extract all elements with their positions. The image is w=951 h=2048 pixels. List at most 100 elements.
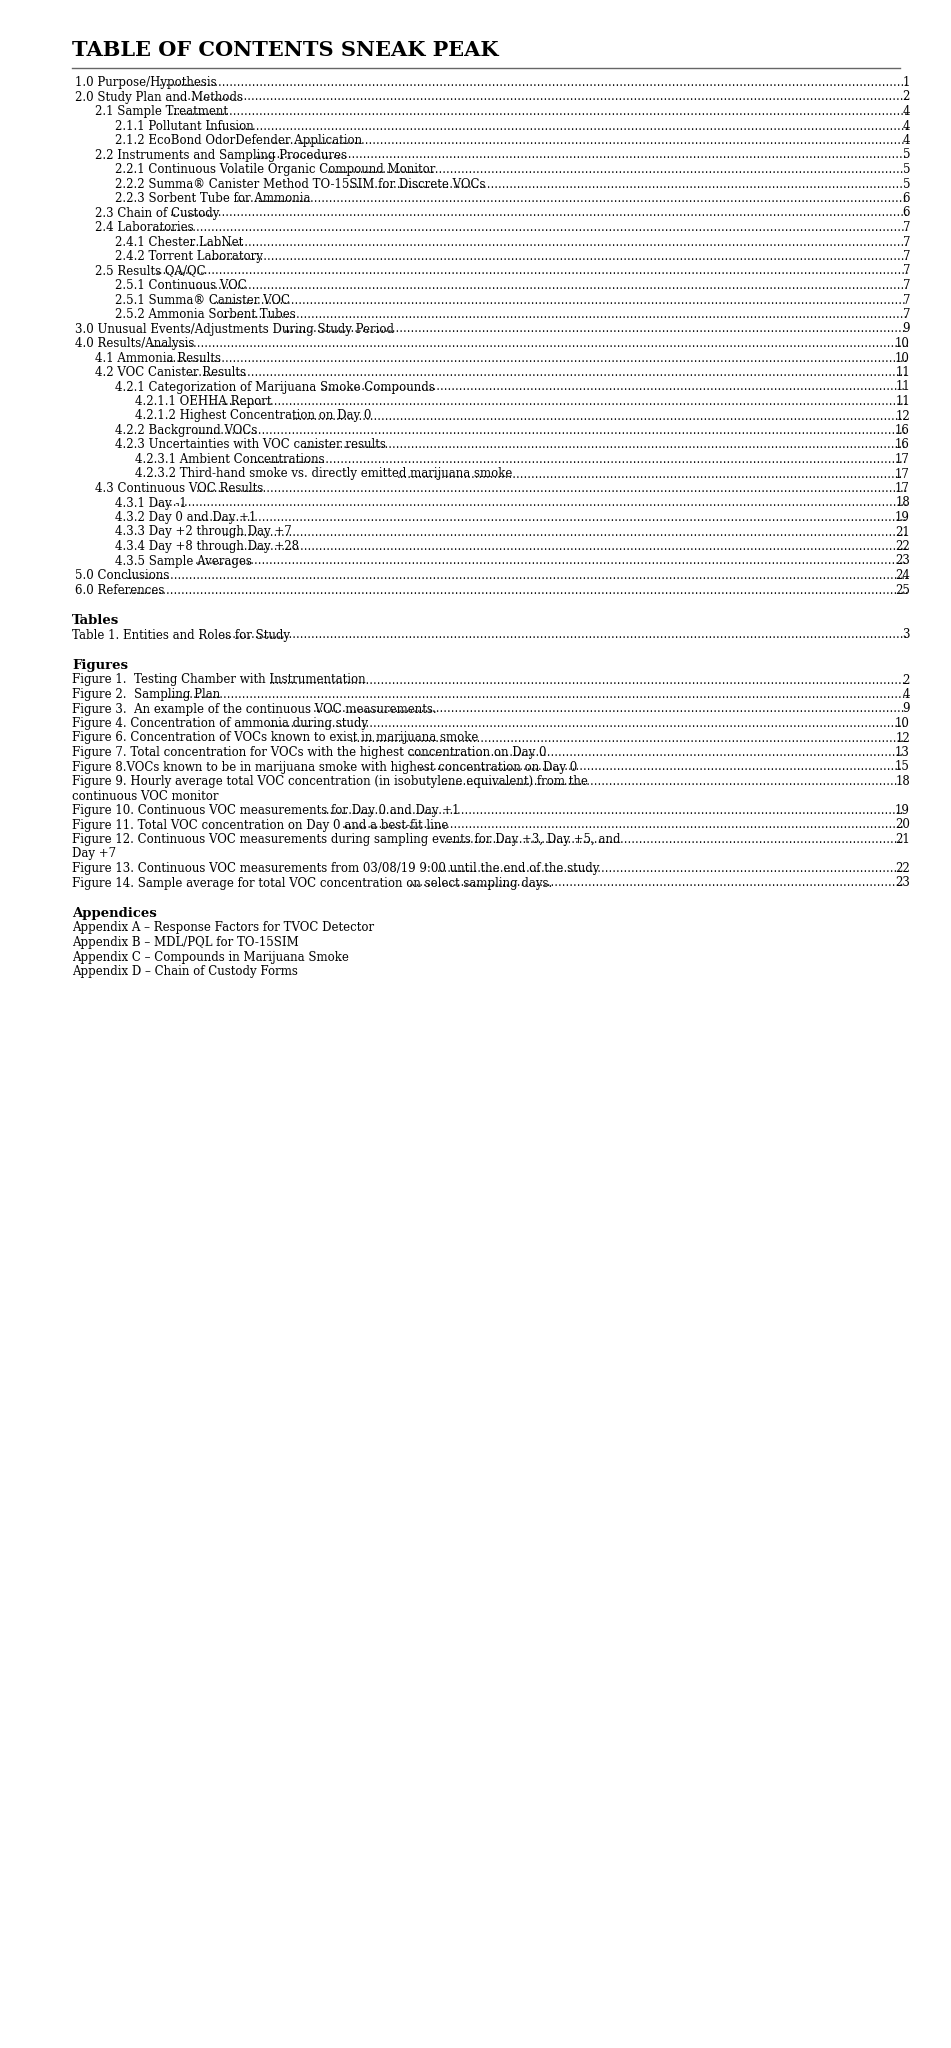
- Text: ................................................................................: ........................................…: [210, 395, 908, 408]
- Text: Appendices: Appendices: [72, 907, 157, 920]
- Text: ................................................................................: ........................................…: [177, 90, 908, 104]
- Text: ................................................................................: ........................................…: [170, 207, 908, 219]
- Text: Figure 9. Hourly average total VOC concentration (in isobutylene equivalent) fro: Figure 9. Hourly average total VOC conce…: [72, 774, 588, 788]
- Text: 1: 1: [902, 76, 910, 88]
- Text: 2.2.2 Summa® Canister Method TO-15SIM for Discrete VOCs: 2.2.2 Summa® Canister Method TO-15SIM fo…: [115, 178, 486, 190]
- Text: ................................................................................: ........................................…: [189, 236, 909, 248]
- Text: 4.2.2 Background VOCs: 4.2.2 Background VOCs: [115, 424, 258, 436]
- Text: 4.2.3.1 Ambient Concentrations: 4.2.3.1 Ambient Concentrations: [135, 453, 324, 467]
- Text: 25: 25: [895, 584, 910, 596]
- Text: Figure 2.  Sampling Plan: Figure 2. Sampling Plan: [72, 688, 221, 700]
- Text: Figure 3.  An example of the continuous VOC measurements.: Figure 3. An example of the continuous V…: [72, 702, 437, 715]
- Text: 7: 7: [902, 221, 910, 233]
- Text: Figure 6. Concentration of VOCs known to exist in marijuana smoke: Figure 6. Concentration of VOCs known to…: [72, 731, 478, 745]
- Text: 18: 18: [895, 496, 910, 510]
- Text: 2.5.1 Summa® Canister VOC: 2.5.1 Summa® Canister VOC: [115, 293, 290, 307]
- Text: 4.2 VOC Canister Results: 4.2 VOC Canister Results: [95, 367, 246, 379]
- Text: 15: 15: [895, 760, 910, 774]
- Text: 4.2.1.1 OEHHA Report: 4.2.1.1 OEHHA Report: [135, 395, 271, 408]
- Text: 9: 9: [902, 322, 910, 336]
- Text: ................................................................................: ........................................…: [196, 481, 909, 496]
- Text: 23: 23: [895, 877, 910, 889]
- Text: 2.2 Instruments and Sampling Procedures: 2.2 Instruments and Sampling Procedures: [95, 150, 347, 162]
- Text: 17: 17: [895, 467, 910, 481]
- Text: ................................................................................: ........................................…: [268, 717, 906, 729]
- Text: 7: 7: [902, 264, 910, 276]
- Text: ................................................................................: ........................................…: [320, 381, 905, 393]
- Text: 4.3.5 Sample Averages: 4.3.5 Sample Averages: [115, 555, 252, 567]
- Text: Appendix D – Chain of Custody Forms: Appendix D – Chain of Custody Forms: [72, 965, 298, 979]
- Text: ................................................................................: ........................................…: [440, 774, 902, 788]
- Text: 4.2.1.2 Highest Concentration on Day 0: 4.2.1.2 Highest Concentration on Day 0: [135, 410, 372, 422]
- Text: 17: 17: [895, 481, 910, 496]
- Text: 5: 5: [902, 178, 910, 190]
- Text: 10: 10: [895, 338, 910, 350]
- Text: 19: 19: [895, 512, 910, 524]
- Text: 2.1.1 Pollutant Infusion: 2.1.1 Pollutant Infusion: [115, 119, 254, 133]
- Text: 6: 6: [902, 207, 910, 219]
- Text: ................................................................................: ........................................…: [408, 877, 903, 889]
- Text: Figure 14. Sample average for total VOC concentration on select sampling days.: Figure 14. Sample average for total VOC …: [72, 877, 553, 889]
- Text: 2.0 Study Plan and Methods: 2.0 Study Plan and Methods: [75, 90, 243, 104]
- Text: ................................................................................: ........................................…: [350, 731, 904, 745]
- Text: 11: 11: [895, 381, 910, 393]
- Text: 2.2.1 Continuous Volatile Organic Compound Monitor: 2.2.1 Continuous Volatile Organic Compou…: [115, 164, 436, 176]
- Text: 23: 23: [895, 555, 910, 567]
- Text: ................................................................................: ........................................…: [268, 674, 906, 686]
- Text: 19: 19: [895, 805, 910, 817]
- Text: ................................................................................: ........................................…: [302, 438, 906, 451]
- Text: 18: 18: [895, 774, 910, 788]
- Text: 2.2.3 Sorbent Tube for Ammonia: 2.2.3 Sorbent Tube for Ammonia: [115, 193, 310, 205]
- Text: 6: 6: [902, 193, 910, 205]
- Text: ................................................................................: ........................................…: [397, 467, 902, 481]
- Text: 4.3.2 Day 0 and Day +1: 4.3.2 Day 0 and Day +1: [115, 512, 257, 524]
- Text: Figure 11. Total VOC concentration on Day 0 and a best-fit line: Figure 11. Total VOC concentration on Da…: [72, 819, 448, 831]
- Text: continuous VOC monitor: continuous VOC monitor: [72, 788, 219, 803]
- Text: 2.5 Results QA/QC: 2.5 Results QA/QC: [95, 264, 205, 276]
- Text: 2.4 Laboratories: 2.4 Laboratories: [95, 221, 194, 233]
- Text: ................................................................................: ........................................…: [151, 221, 909, 233]
- Text: 16: 16: [895, 424, 910, 436]
- Text: 4.0 Results/Analysis: 4.0 Results/Analysis: [75, 338, 194, 350]
- Text: 4.1 Ammonia Results: 4.1 Ammonia Results: [95, 352, 221, 365]
- Text: 16: 16: [895, 438, 910, 451]
- Text: 7: 7: [902, 279, 910, 293]
- Text: 5: 5: [902, 150, 910, 162]
- Text: 4.3 Continuous VOC Results: 4.3 Continuous VOC Results: [95, 481, 263, 496]
- Text: 2.4.1 Chester LabNet: 2.4.1 Chester LabNet: [115, 236, 243, 248]
- Text: 9: 9: [902, 702, 910, 715]
- Text: 11: 11: [895, 367, 910, 379]
- Text: ................................................................................: ........................................…: [437, 862, 902, 874]
- Text: ................................................................................: ........................................…: [126, 569, 910, 582]
- Text: ................................................................................: ........................................…: [225, 541, 908, 553]
- Text: 13: 13: [895, 745, 910, 760]
- Text: 10: 10: [895, 352, 910, 365]
- Text: ................................................................................: ........................................…: [200, 512, 908, 524]
- Text: Tables: Tables: [72, 614, 119, 627]
- Text: ................................................................................: ........................................…: [236, 193, 907, 205]
- Text: Figure 4. Concentration of ammonia during study: Figure 4. Concentration of ammonia durin…: [72, 717, 368, 729]
- Text: ................................................................................: ........................................…: [170, 104, 908, 119]
- Text: ................................................................................: ........................................…: [195, 424, 907, 436]
- Text: ................................................................................: ........................................…: [408, 745, 903, 760]
- Text: ................................................................................: ........................................…: [291, 410, 906, 422]
- Text: 4: 4: [902, 688, 910, 700]
- Text: ................................................................................: ........................................…: [213, 293, 907, 307]
- Text: ................................................................................: ........................................…: [272, 133, 906, 147]
- Text: ................................................................................: ........................................…: [156, 264, 909, 276]
- Text: Figure 7. Total concentration for VOCs with the highest concentration on Day 0: Figure 7. Total concentration for VOCs w…: [72, 745, 547, 760]
- Text: 4.2.3 Uncertainties with VOC canister results: 4.2.3 Uncertainties with VOC canister re…: [115, 438, 386, 451]
- Text: 21: 21: [895, 834, 910, 846]
- Text: 4.2.3.2 Third-hand smoke vs. directly emitted marijuana smoke: 4.2.3.2 Third-hand smoke vs. directly em…: [135, 467, 513, 481]
- Text: 5: 5: [902, 164, 910, 176]
- Text: ................................................................................: ........................................…: [155, 496, 908, 510]
- Text: 12: 12: [895, 731, 910, 745]
- Text: 2: 2: [902, 90, 910, 104]
- Text: ................................................................................: ........................................…: [222, 307, 908, 322]
- Text: 4.3.3 Day +2 through Day +7: 4.3.3 Day +2 through Day +7: [115, 526, 292, 539]
- Text: ................................................................................: ........................................…: [122, 584, 910, 596]
- Text: 4: 4: [902, 104, 910, 119]
- Text: Appendix A – Response Factors for TVOC Detector: Appendix A – Response Factors for TVOC D…: [72, 922, 374, 934]
- Text: ................................................................................: ........................................…: [349, 178, 904, 190]
- Text: 4.2.1 Categorization of Marijuana Smoke Compounds: 4.2.1 Categorization of Marijuana Smoke …: [115, 381, 435, 393]
